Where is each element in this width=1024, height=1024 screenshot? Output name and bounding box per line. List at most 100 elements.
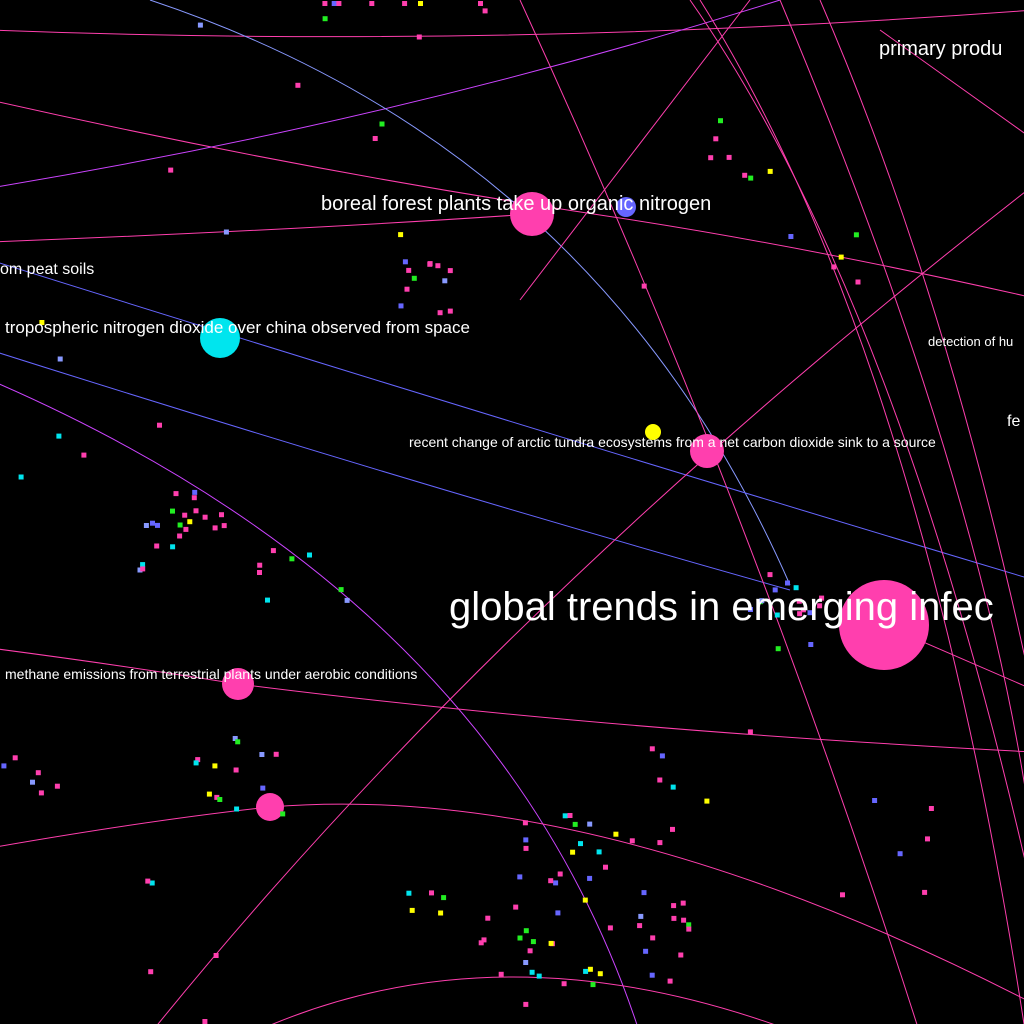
small-node-163[interactable] [838, 254, 844, 260]
small-node-136[interactable] [925, 836, 930, 842]
small-node-33[interactable] [235, 739, 241, 745]
small-node-106[interactable] [793, 585, 799, 591]
small-node-76[interactable] [567, 813, 573, 818]
small-node-174[interactable] [372, 136, 378, 141]
small-node-82[interactable] [570, 849, 576, 855]
small-node-104[interactable] [785, 580, 790, 586]
small-node-36[interactable] [437, 310, 443, 316]
small-node-148[interactable] [18, 474, 24, 480]
node-arctic-tundra[interactable] [690, 434, 724, 468]
small-node-8[interactable] [143, 523, 149, 528]
node-boreal-forest[interactable] [510, 192, 554, 236]
small-node-171[interactable] [379, 121, 385, 127]
small-node-60[interactable] [587, 821, 593, 827]
small-node-68[interactable] [680, 900, 686, 906]
small-node-120[interactable] [1, 763, 7, 769]
small-node-172[interactable] [322, 16, 328, 22]
small-node-179[interactable] [331, 1, 337, 6]
small-node-65[interactable] [686, 926, 692, 932]
small-node-16[interactable] [187, 519, 193, 525]
small-node-26[interactable] [260, 785, 266, 791]
node-boreal-neighbor[interactable] [616, 197, 636, 217]
small-node-118[interactable] [38, 790, 44, 796]
small-node-132[interactable] [561, 981, 567, 987]
small-node-86[interactable] [523, 845, 529, 851]
small-node-105[interactable] [772, 587, 778, 593]
small-node-50[interactable] [522, 820, 528, 826]
small-node-116[interactable] [35, 770, 41, 776]
small-node-147[interactable] [257, 570, 262, 575]
small-node-54[interactable] [529, 969, 535, 975]
small-node-11[interactable] [221, 523, 227, 529]
small-node-126[interactable] [523, 960, 529, 965]
small-node-128[interactable] [523, 928, 529, 934]
small-node-184[interactable] [202, 1019, 208, 1024]
small-node-178[interactable] [369, 1, 375, 6]
small-node-3[interactable] [170, 508, 175, 514]
small-node-38[interactable] [402, 259, 408, 265]
small-node-180[interactable] [418, 1, 423, 6]
small-node-31[interactable] [232, 736, 238, 741]
small-node-97[interactable] [759, 598, 765, 604]
small-node-1[interactable] [155, 522, 160, 528]
small-node-167[interactable] [197, 22, 203, 28]
small-node-81[interactable] [513, 904, 519, 910]
small-node-124[interactable] [481, 937, 487, 943]
small-node-53[interactable] [671, 903, 677, 909]
small-node-130[interactable] [523, 1001, 529, 1007]
small-node-151[interactable] [81, 452, 87, 458]
small-node-117[interactable] [54, 783, 60, 789]
small-node-47[interactable] [442, 278, 448, 284]
small-node-165[interactable] [168, 167, 174, 173]
small-node-64[interactable] [517, 874, 523, 880]
small-node-101[interactable] [767, 572, 773, 578]
small-node-42[interactable] [411, 275, 417, 281]
small-node-67[interactable] [603, 864, 608, 870]
small-node-2[interactable] [140, 562, 146, 568]
node-unlabeled-1[interactable] [256, 793, 284, 821]
small-node-186[interactable] [213, 953, 219, 958]
small-node-100[interactable] [819, 595, 825, 601]
small-node-87[interactable] [638, 913, 644, 919]
small-node-153[interactable] [157, 422, 162, 428]
small-node-12[interactable] [182, 512, 188, 518]
small-node-121[interactable] [30, 779, 35, 785]
small-node-133[interactable] [555, 910, 561, 916]
small-node-34[interactable] [273, 751, 279, 757]
small-node-176[interactable] [482, 8, 488, 14]
small-node-125[interactable] [517, 935, 523, 941]
small-node-10[interactable] [193, 508, 199, 514]
small-node-39[interactable] [447, 308, 453, 314]
small-node-5[interactable] [154, 543, 160, 549]
small-node-75[interactable] [553, 880, 559, 886]
small-node-113[interactable] [767, 168, 773, 174]
small-node-157[interactable] [659, 753, 665, 759]
small-node-22[interactable] [233, 767, 239, 773]
small-node-89[interactable] [536, 973, 542, 979]
small-node-48[interactable] [637, 923, 643, 929]
small-node-91[interactable] [613, 831, 619, 837]
small-node-29[interactable] [259, 752, 265, 757]
small-node-182[interactable] [295, 82, 301, 88]
small-node-80[interactable] [530, 939, 536, 945]
small-node-145[interactable] [307, 552, 312, 558]
small-node-183[interactable] [149, 880, 155, 886]
small-node-115[interactable] [726, 154, 732, 160]
small-node-66[interactable] [629, 838, 635, 844]
small-node-15[interactable] [212, 525, 218, 531]
small-node-123[interactable] [485, 915, 491, 921]
small-node-99[interactable] [817, 603, 823, 609]
small-node-74[interactable] [523, 837, 529, 843]
small-node-188[interactable] [429, 890, 434, 896]
small-node-177[interactable] [322, 1, 328, 6]
small-node-156[interactable] [670, 784, 676, 790]
small-node-152[interactable] [39, 320, 45, 325]
small-node-192[interactable] [409, 907, 415, 913]
small-node-173[interactable] [398, 232, 404, 238]
node-tropospheric-no2[interactable] [200, 318, 240, 358]
small-node-58[interactable] [649, 972, 655, 978]
small-node-37[interactable] [447, 268, 453, 274]
small-node-0[interactable] [177, 533, 183, 539]
small-node-30[interactable] [193, 760, 199, 766]
